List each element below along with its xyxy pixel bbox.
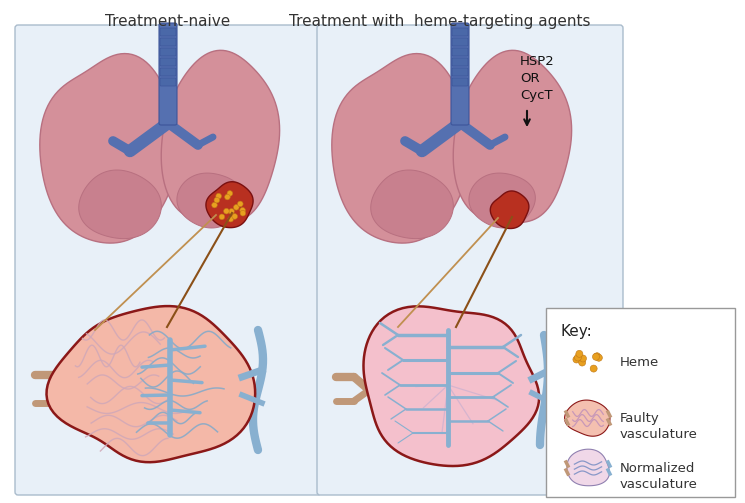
Circle shape xyxy=(592,353,600,360)
FancyBboxPatch shape xyxy=(452,48,468,56)
Circle shape xyxy=(580,355,586,362)
FancyBboxPatch shape xyxy=(452,78,468,86)
FancyBboxPatch shape xyxy=(317,25,623,495)
Polygon shape xyxy=(177,173,244,228)
FancyBboxPatch shape xyxy=(546,308,735,497)
Circle shape xyxy=(225,194,230,200)
FancyBboxPatch shape xyxy=(452,38,468,46)
Polygon shape xyxy=(332,53,471,243)
Circle shape xyxy=(595,354,603,361)
Circle shape xyxy=(574,354,581,361)
Circle shape xyxy=(214,197,220,203)
FancyBboxPatch shape xyxy=(160,48,176,56)
FancyBboxPatch shape xyxy=(160,78,176,86)
Circle shape xyxy=(238,201,243,207)
Polygon shape xyxy=(469,173,536,228)
Circle shape xyxy=(212,202,218,208)
Circle shape xyxy=(594,353,600,360)
Text: Treatment-naive: Treatment-naive xyxy=(105,14,231,29)
Polygon shape xyxy=(490,191,529,228)
Polygon shape xyxy=(364,306,539,466)
FancyBboxPatch shape xyxy=(160,58,176,66)
FancyBboxPatch shape xyxy=(451,23,469,125)
Circle shape xyxy=(590,365,597,372)
Circle shape xyxy=(240,207,245,213)
FancyBboxPatch shape xyxy=(452,28,468,36)
FancyBboxPatch shape xyxy=(15,25,321,495)
Polygon shape xyxy=(161,50,279,222)
Circle shape xyxy=(224,208,229,214)
Text: Treatment with  heme-targeting agents: Treatment with heme-targeting agents xyxy=(289,14,591,29)
FancyBboxPatch shape xyxy=(160,38,176,46)
Circle shape xyxy=(233,205,239,210)
Text: HSP2: HSP2 xyxy=(520,55,555,68)
FancyBboxPatch shape xyxy=(452,58,468,66)
Polygon shape xyxy=(567,449,609,486)
FancyBboxPatch shape xyxy=(160,28,176,36)
Text: Faulty
vasculature: Faulty vasculature xyxy=(620,412,698,442)
Text: CycT: CycT xyxy=(520,89,553,102)
Circle shape xyxy=(227,191,232,196)
Circle shape xyxy=(219,214,225,220)
Polygon shape xyxy=(565,400,610,436)
Text: OR: OR xyxy=(520,72,539,85)
FancyBboxPatch shape xyxy=(159,23,177,125)
Text: Key:: Key: xyxy=(560,324,592,339)
Circle shape xyxy=(229,209,235,214)
Circle shape xyxy=(228,216,233,222)
FancyBboxPatch shape xyxy=(160,68,176,76)
Circle shape xyxy=(579,359,586,366)
FancyBboxPatch shape xyxy=(452,68,468,76)
Circle shape xyxy=(573,356,580,363)
Polygon shape xyxy=(206,182,253,228)
Circle shape xyxy=(576,351,583,357)
Polygon shape xyxy=(453,50,571,222)
Text: Heme: Heme xyxy=(620,356,659,369)
Circle shape xyxy=(232,214,238,219)
Polygon shape xyxy=(371,170,453,238)
Circle shape xyxy=(216,193,221,199)
Circle shape xyxy=(240,210,246,216)
Polygon shape xyxy=(46,306,256,462)
Polygon shape xyxy=(39,53,179,243)
Polygon shape xyxy=(79,170,162,238)
Text: Normalized
vasculature: Normalized vasculature xyxy=(620,462,698,491)
